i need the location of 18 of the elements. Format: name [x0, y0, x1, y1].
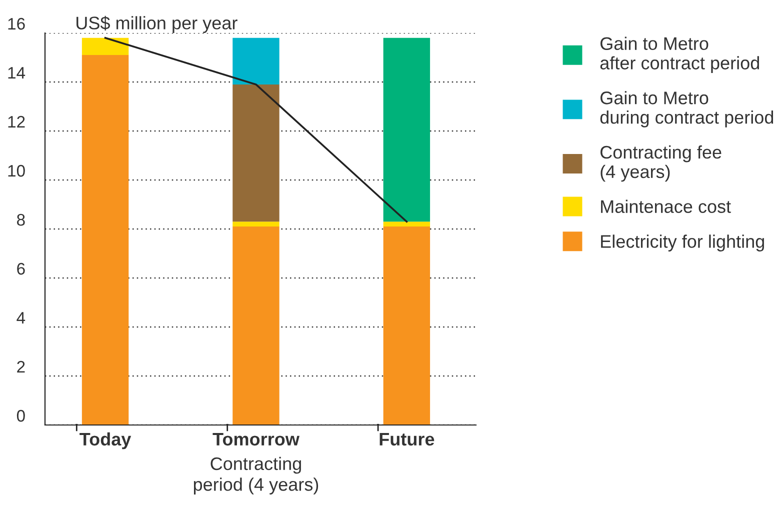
y-tick-label: 2: [17, 360, 25, 373]
legend-label: Electricity for lighting: [601, 234, 764, 252]
legend-label: Maintenace cost: [601, 200, 731, 213]
y-tick-label: 10: [8, 164, 25, 177]
y-tick-label: 0: [16, 410, 25, 422]
y-tick-label: 12: [8, 116, 25, 128]
y-axis-title: US$ million per year: [76, 16, 238, 33]
y-tick-label: 6: [17, 262, 25, 275]
y-tick-label: 16: [8, 18, 25, 30]
x-tick-label: Tomorrow Contracting period (4 years): [194, 433, 318, 494]
y-tick-label: 4: [16, 312, 26, 324]
y-tick-label: 8: [17, 214, 25, 226]
x-tick-label: Future: [380, 433, 434, 446]
legend-label: Gain to Metro after contract period: [600, 36, 760, 74]
y-tick-label: 14: [8, 67, 26, 79]
legend-label: Contracting fee (4 years): [600, 145, 722, 182]
x-tick-label: Today: [80, 432, 132, 450]
legend-label: Gain to Metro during contract period: [600, 91, 774, 128]
